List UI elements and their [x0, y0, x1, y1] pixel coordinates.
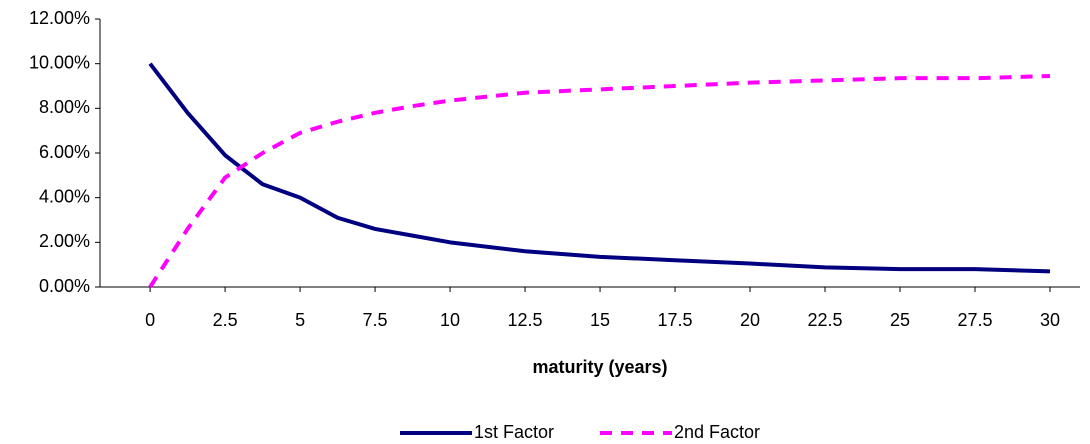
x-tick-label: 22.5	[808, 310, 843, 330]
y-tick-label: 6.00%	[39, 142, 90, 162]
x-tick-label: 15	[590, 310, 610, 330]
x-tick-label: 27.5	[957, 310, 992, 330]
x-tick-label: 12.5	[508, 310, 543, 330]
y-tick-label: 4.00%	[39, 186, 90, 206]
y-tick-label: 8.00%	[39, 97, 90, 117]
y-tick-label: 12.00%	[29, 8, 90, 28]
y-tick-label: 0.00%	[39, 276, 90, 296]
legend-label: 1st Factor	[474, 422, 554, 442]
x-tick-label: 20	[740, 310, 760, 330]
x-tick-label: 5	[295, 310, 305, 330]
x-tick-label: 7.5	[363, 310, 388, 330]
x-tick-label: 2.5	[213, 310, 238, 330]
series-line	[148, 62, 1051, 274]
x-tick-label: 25	[890, 310, 910, 330]
legend-label: 2nd Factor	[674, 422, 760, 442]
x-tick-label: 17.5	[658, 310, 693, 330]
x-tick-label: 30	[1040, 310, 1060, 330]
x-tick-label: 10	[440, 310, 460, 330]
x-tick-label: 0	[145, 310, 155, 330]
x-axis-title: maturity (years)	[532, 357, 667, 377]
y-tick-label: 10.00%	[29, 52, 90, 72]
y-tick-label: 2.00%	[39, 231, 90, 251]
